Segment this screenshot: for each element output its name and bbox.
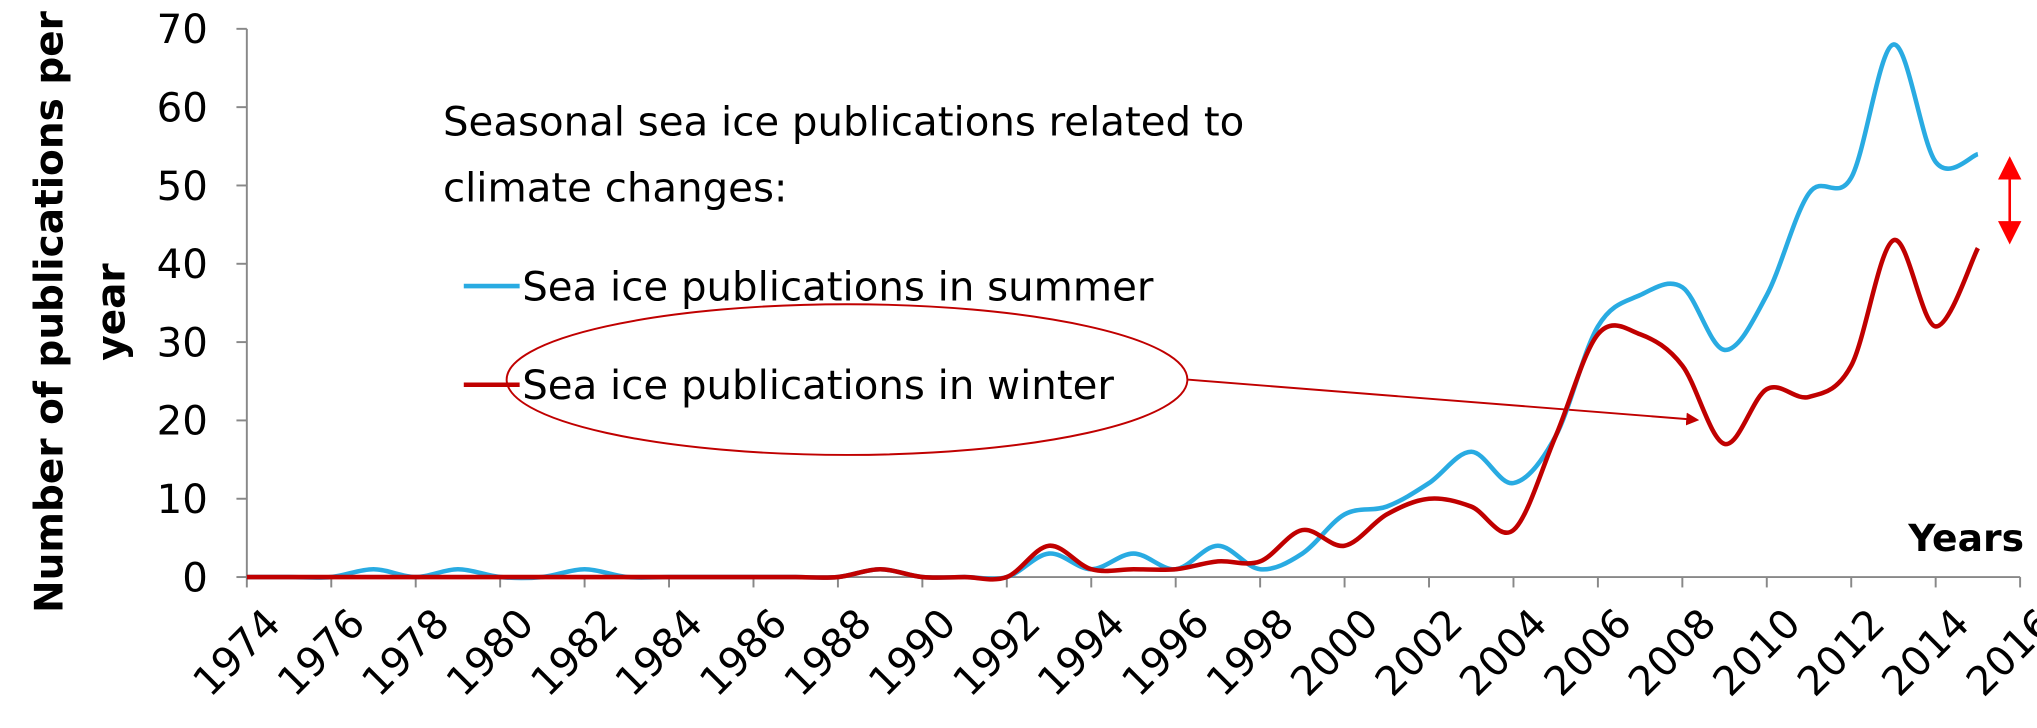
legend-label: Sea ice publications in summer xyxy=(522,264,1154,310)
x-tick-label: 1988 xyxy=(776,600,881,705)
pointer-arrow xyxy=(1187,378,1700,426)
x-tick-label: 1980 xyxy=(438,600,543,705)
y-tick-label: 70 xyxy=(157,7,208,53)
x-tick-label: 2000 xyxy=(1282,600,1387,705)
x-tick-label: 2012 xyxy=(1789,600,1894,705)
x-tick-label: 1996 xyxy=(1114,600,1219,705)
x-tick-label: 2004 xyxy=(1451,600,1556,705)
x-tick-label: 1978 xyxy=(354,600,459,705)
x-tick-label: 2016 xyxy=(1958,600,2037,705)
x-tick-label: 1990 xyxy=(860,600,965,705)
x-tick-label: 1974 xyxy=(185,600,290,705)
x-axis-label: Years xyxy=(1907,516,2024,560)
y-tick-label: 0 xyxy=(182,555,208,601)
x-tick-label: 2002 xyxy=(1367,600,1472,705)
y-tick-label: 20 xyxy=(157,399,208,445)
y-tick-label: 30 xyxy=(157,320,208,366)
y-axis-label: Number of publications per xyxy=(27,10,72,613)
x-tick-label: 1994 xyxy=(1029,600,1134,705)
x-tick-label: 2008 xyxy=(1620,600,1725,705)
x-tick-label: 1976 xyxy=(269,600,374,705)
x-tick-label: 1992 xyxy=(945,600,1050,705)
x-tick-label: 2014 xyxy=(1874,600,1979,705)
annotation: Seasonal sea ice publications related to xyxy=(443,99,1244,145)
series-line xyxy=(246,238,1980,582)
x-tick-label: 1984 xyxy=(607,600,712,705)
y-tick-label: 60 xyxy=(157,85,208,131)
x-tick-label: 2006 xyxy=(1536,600,1641,705)
x-tick-label: 1998 xyxy=(1198,600,1303,705)
legend-label: Sea ice publications in winter xyxy=(522,363,1114,409)
y-tick-label: 40 xyxy=(157,242,208,288)
gap-arrow-heads xyxy=(1998,156,2022,245)
x-tick-label: 1986 xyxy=(691,600,796,705)
y-tick-label: 10 xyxy=(157,477,208,523)
y-axis-label: year xyxy=(90,263,135,361)
x-tick-label: 1982 xyxy=(522,600,627,705)
x-tick-label: 2010 xyxy=(1705,600,1810,705)
y-tick-label: 50 xyxy=(157,164,208,210)
annotation: climate changes: xyxy=(443,166,788,212)
